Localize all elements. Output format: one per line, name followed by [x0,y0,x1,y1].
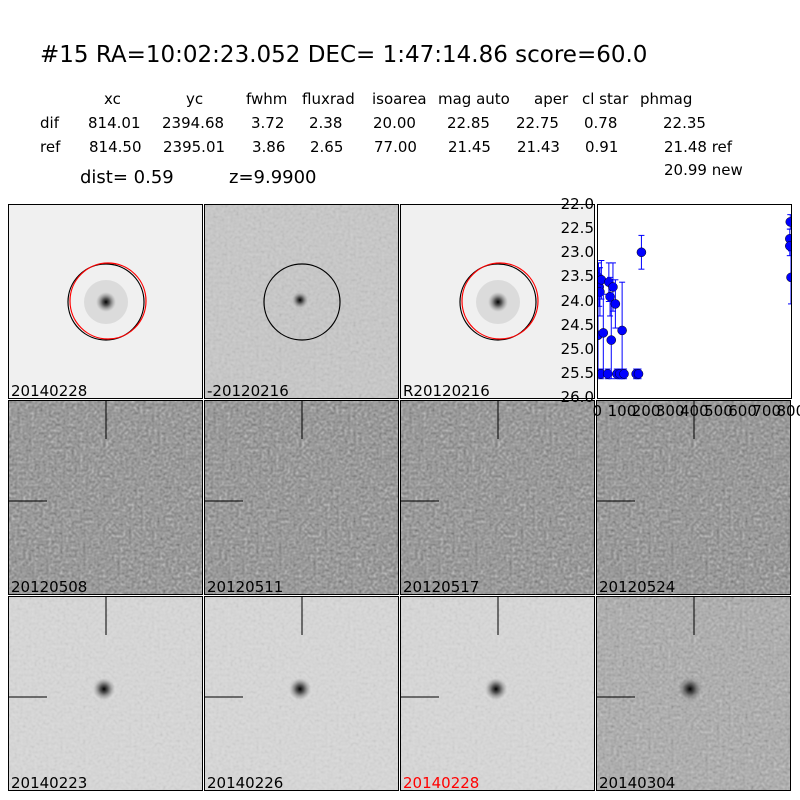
table-cell: 77.00 [374,138,417,156]
image-stamp: R20120216 [400,204,595,399]
x-tick-label: 100 [607,402,637,420]
table-cell: 814.01 [88,114,141,132]
stamp-image [401,597,594,790]
table-cell: 22.85 [447,114,490,132]
table-cell: 0.91 [585,138,619,156]
stamp-image [459,262,539,341]
x-tick-label: 300 [655,402,685,420]
stamp-image [67,262,147,341]
table-cell: 814.50 [89,138,142,156]
table-cell: 22.35 [663,114,706,132]
stamp-image [597,401,790,594]
image-stamp: 20140226 [204,596,399,791]
stamp-image [205,205,398,398]
data-point [786,272,796,283]
y-tick-label: 26.0 [560,388,594,406]
z-value: z=9.9900 [229,167,317,188]
stamp-label: 20140304 [599,774,676,791]
image-stamp: 20140304 [596,596,791,791]
stamp-image [205,597,398,790]
image-stamp: 20120517 [400,400,595,595]
column-header: cl star [582,90,629,108]
table-cell: 21.43 [517,138,560,156]
column-header: mag auto [438,90,510,108]
x-tick-label: 0 [592,402,603,420]
table-cell: 2.38 [309,114,343,132]
y-tick-label: 23.0 [560,243,594,262]
stamp-image [401,401,594,594]
row-label: dif [40,114,59,132]
dist-value: dist= 0.59 [80,167,174,188]
table-cell: 2395.01 [163,138,226,156]
column-header: phmag [640,90,693,108]
data-point [617,325,627,336]
data-point [606,335,617,345]
column-header: xc [104,90,121,108]
y-tick-label: 24.5 [560,315,594,334]
stamp-label: 20140223 [11,774,88,791]
y-tick-label: 23.5 [560,267,594,286]
image-stamp: 20120524 [596,400,791,595]
y-tick-label: 22.0 [560,195,594,213]
data-point [608,282,618,292]
image-stamp: 20120508 [8,400,203,595]
data-point [636,247,647,258]
stamp-image [9,401,202,594]
y-tick-label: 25.0 [560,339,594,358]
row-label: ref [40,138,61,156]
x-tick-label: 500 [704,402,733,420]
table-cell: 21.48 ref [664,138,733,156]
y-tick-label: 22.5 [560,219,594,238]
table-cell: 20.00 [373,114,416,132]
table-cell: 3.72 [251,114,285,132]
table-cell: 0.78 [584,114,618,132]
x-tick-label: 700 [752,402,782,420]
stamp-label: 20120508 [11,578,88,595]
image-stamp: 20140228 [400,596,595,791]
stamp-label: 20120517 [403,578,480,595]
light-curve-plot [593,204,796,399]
stamp-label: 20120524 [599,578,676,595]
new-mag: 20.99 new [664,161,743,179]
stamp-label: 20140228 [11,382,88,399]
data-point [633,369,644,379]
x-tick-label: 600 [728,402,757,420]
stamp-label: 20140226 [207,774,284,791]
stamp-image [9,597,202,790]
column-header: fwhm [246,90,288,108]
image-stamp: 20120511 [204,400,399,595]
table-cell: 22.75 [516,114,559,132]
stamp-image [597,597,790,790]
column-header: yc [186,90,204,108]
data-point [598,328,609,338]
y-tick-label: 24.0 [560,291,594,310]
table-cell: 3.86 [252,138,286,156]
table-cell: 2.65 [310,138,344,156]
x-tick-label: 400 [680,402,709,420]
column-header: aper [534,90,569,108]
table-cell: 21.45 [448,138,491,156]
data-point [610,299,621,309]
page-title: #15 RA=10:02:23.052 DEC= 1:47:14.86 scor… [40,42,648,68]
stamp-label: R20120216 [403,382,490,399]
x-tick-label: 800 [776,402,800,420]
column-header: isoarea [372,90,427,108]
stamp-label: -20120216 [207,382,289,399]
stamp-image [205,401,398,594]
stamp-label: 20140228 [403,774,480,791]
y-tick-label: 25.5 [560,363,594,382]
image-stamp: -20120216 [204,204,399,399]
x-tick-label: 200 [631,402,661,420]
data-point [785,217,796,227]
data-point [785,241,795,251]
image-stamp: 20140228 [8,204,203,399]
stamp-label: 20120511 [207,578,284,595]
image-stamp: 20140223 [8,596,203,791]
data-point [619,369,629,379]
table-cell: 2394.68 [162,114,225,132]
column-header: fluxrad [302,90,355,108]
